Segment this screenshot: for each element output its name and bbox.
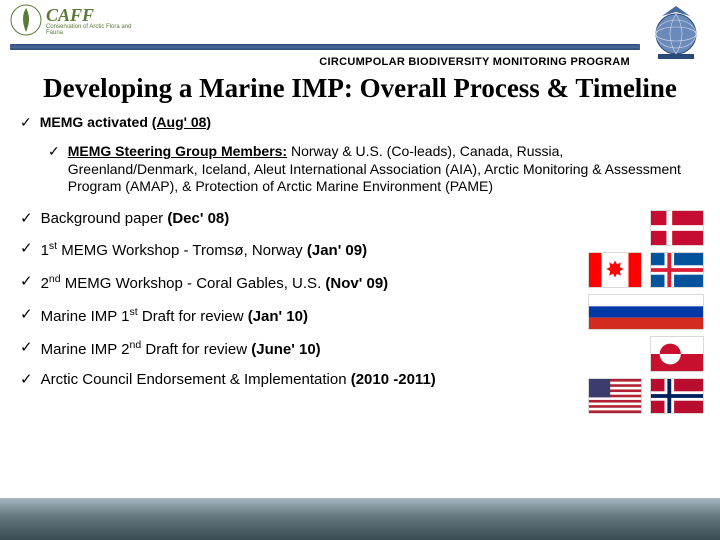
footer-landscape-image — [0, 498, 720, 540]
sub-bullet-steering-group: ✓ MEMG Steering Group Members: Norway & … — [48, 143, 700, 196]
bullet-date: (Nov' 09) — [325, 275, 388, 292]
bullet-date: (June' 10) — [251, 341, 320, 358]
check-icon: ✓ — [20, 339, 33, 358]
slide-title: Developing a Marine IMP: Overall Process… — [40, 74, 680, 104]
check-icon: ✓ — [20, 371, 33, 390]
bullet-text-b: Draft for review — [141, 341, 251, 358]
bullet-text-a: Marine IMP 2 — [41, 341, 130, 358]
bullet-sup: nd — [130, 339, 142, 351]
header: CAFF Conservation of Arctic Flora and Fa… — [0, 0, 720, 56]
bullet-text-a: Marine IMP 1 — [41, 308, 130, 325]
bullet-text-b: Draft for review — [138, 308, 248, 325]
check-icon: ✓ — [20, 114, 32, 132]
bullet-text: Arctic Council Endorsement & Implementat… — [41, 371, 351, 388]
flag-greenland — [650, 336, 704, 372]
bullet-text: MEMG Workshop - Tromsø, Norway — [57, 242, 307, 259]
program-subtitle: CIRCUMPOLAR BIODIVERSITY MONITORING PROG… — [319, 56, 630, 68]
bullet-text: MEMG Workshop - Coral Gables, U.S. — [61, 275, 326, 292]
check-icon: ✓ — [20, 240, 33, 259]
check-icon: ✓ — [20, 306, 33, 325]
bullet-date: (Dec' 08) — [167, 210, 229, 227]
caff-leaf-icon — [10, 4, 42, 36]
bullet-memg-activated: ✓ MEMG activated (Aug' 08) — [20, 114, 700, 132]
bullet-text: Background paper — [41, 210, 168, 227]
check-icon: ✓ — [20, 273, 33, 292]
caff-logo: CAFF Conservation of Arctic Flora and Fa… — [10, 4, 150, 46]
bullet-pre: 1 — [41, 242, 49, 259]
flags-grid — [544, 210, 704, 414]
bullet-date: (Jan' 09) — [307, 242, 367, 259]
caff-subtext: Conservation of Arctic Flora and Fauna — [46, 24, 150, 36]
flag-norway — [650, 378, 704, 414]
check-icon: ✓ — [20, 210, 33, 229]
flag-usa — [588, 378, 642, 414]
check-icon: ✓ — [48, 143, 60, 161]
bullet-sup: st — [130, 306, 138, 318]
caff-text: CAFF — [46, 5, 150, 26]
flag-iceland — [650, 252, 704, 288]
header-rule — [10, 44, 640, 50]
bullet-text: MEMG activated — [40, 114, 152, 130]
sub-bullet-label: MEMG Steering Group Members: — [68, 143, 287, 159]
bullet-date: (2010 -2011) — [351, 371, 436, 388]
bullet-date: (Aug' 08) — [152, 114, 211, 130]
bullet-pre: 2 — [41, 275, 49, 292]
flag-denmark — [650, 210, 704, 246]
bullet-date: (Jan' 10) — [248, 308, 308, 325]
bullet-sup: nd — [49, 273, 61, 285]
flag-canada — [588, 252, 642, 288]
flag-russia — [588, 294, 704, 330]
cbmp-globe-icon — [650, 4, 702, 60]
bullet-sup: st — [49, 240, 57, 252]
